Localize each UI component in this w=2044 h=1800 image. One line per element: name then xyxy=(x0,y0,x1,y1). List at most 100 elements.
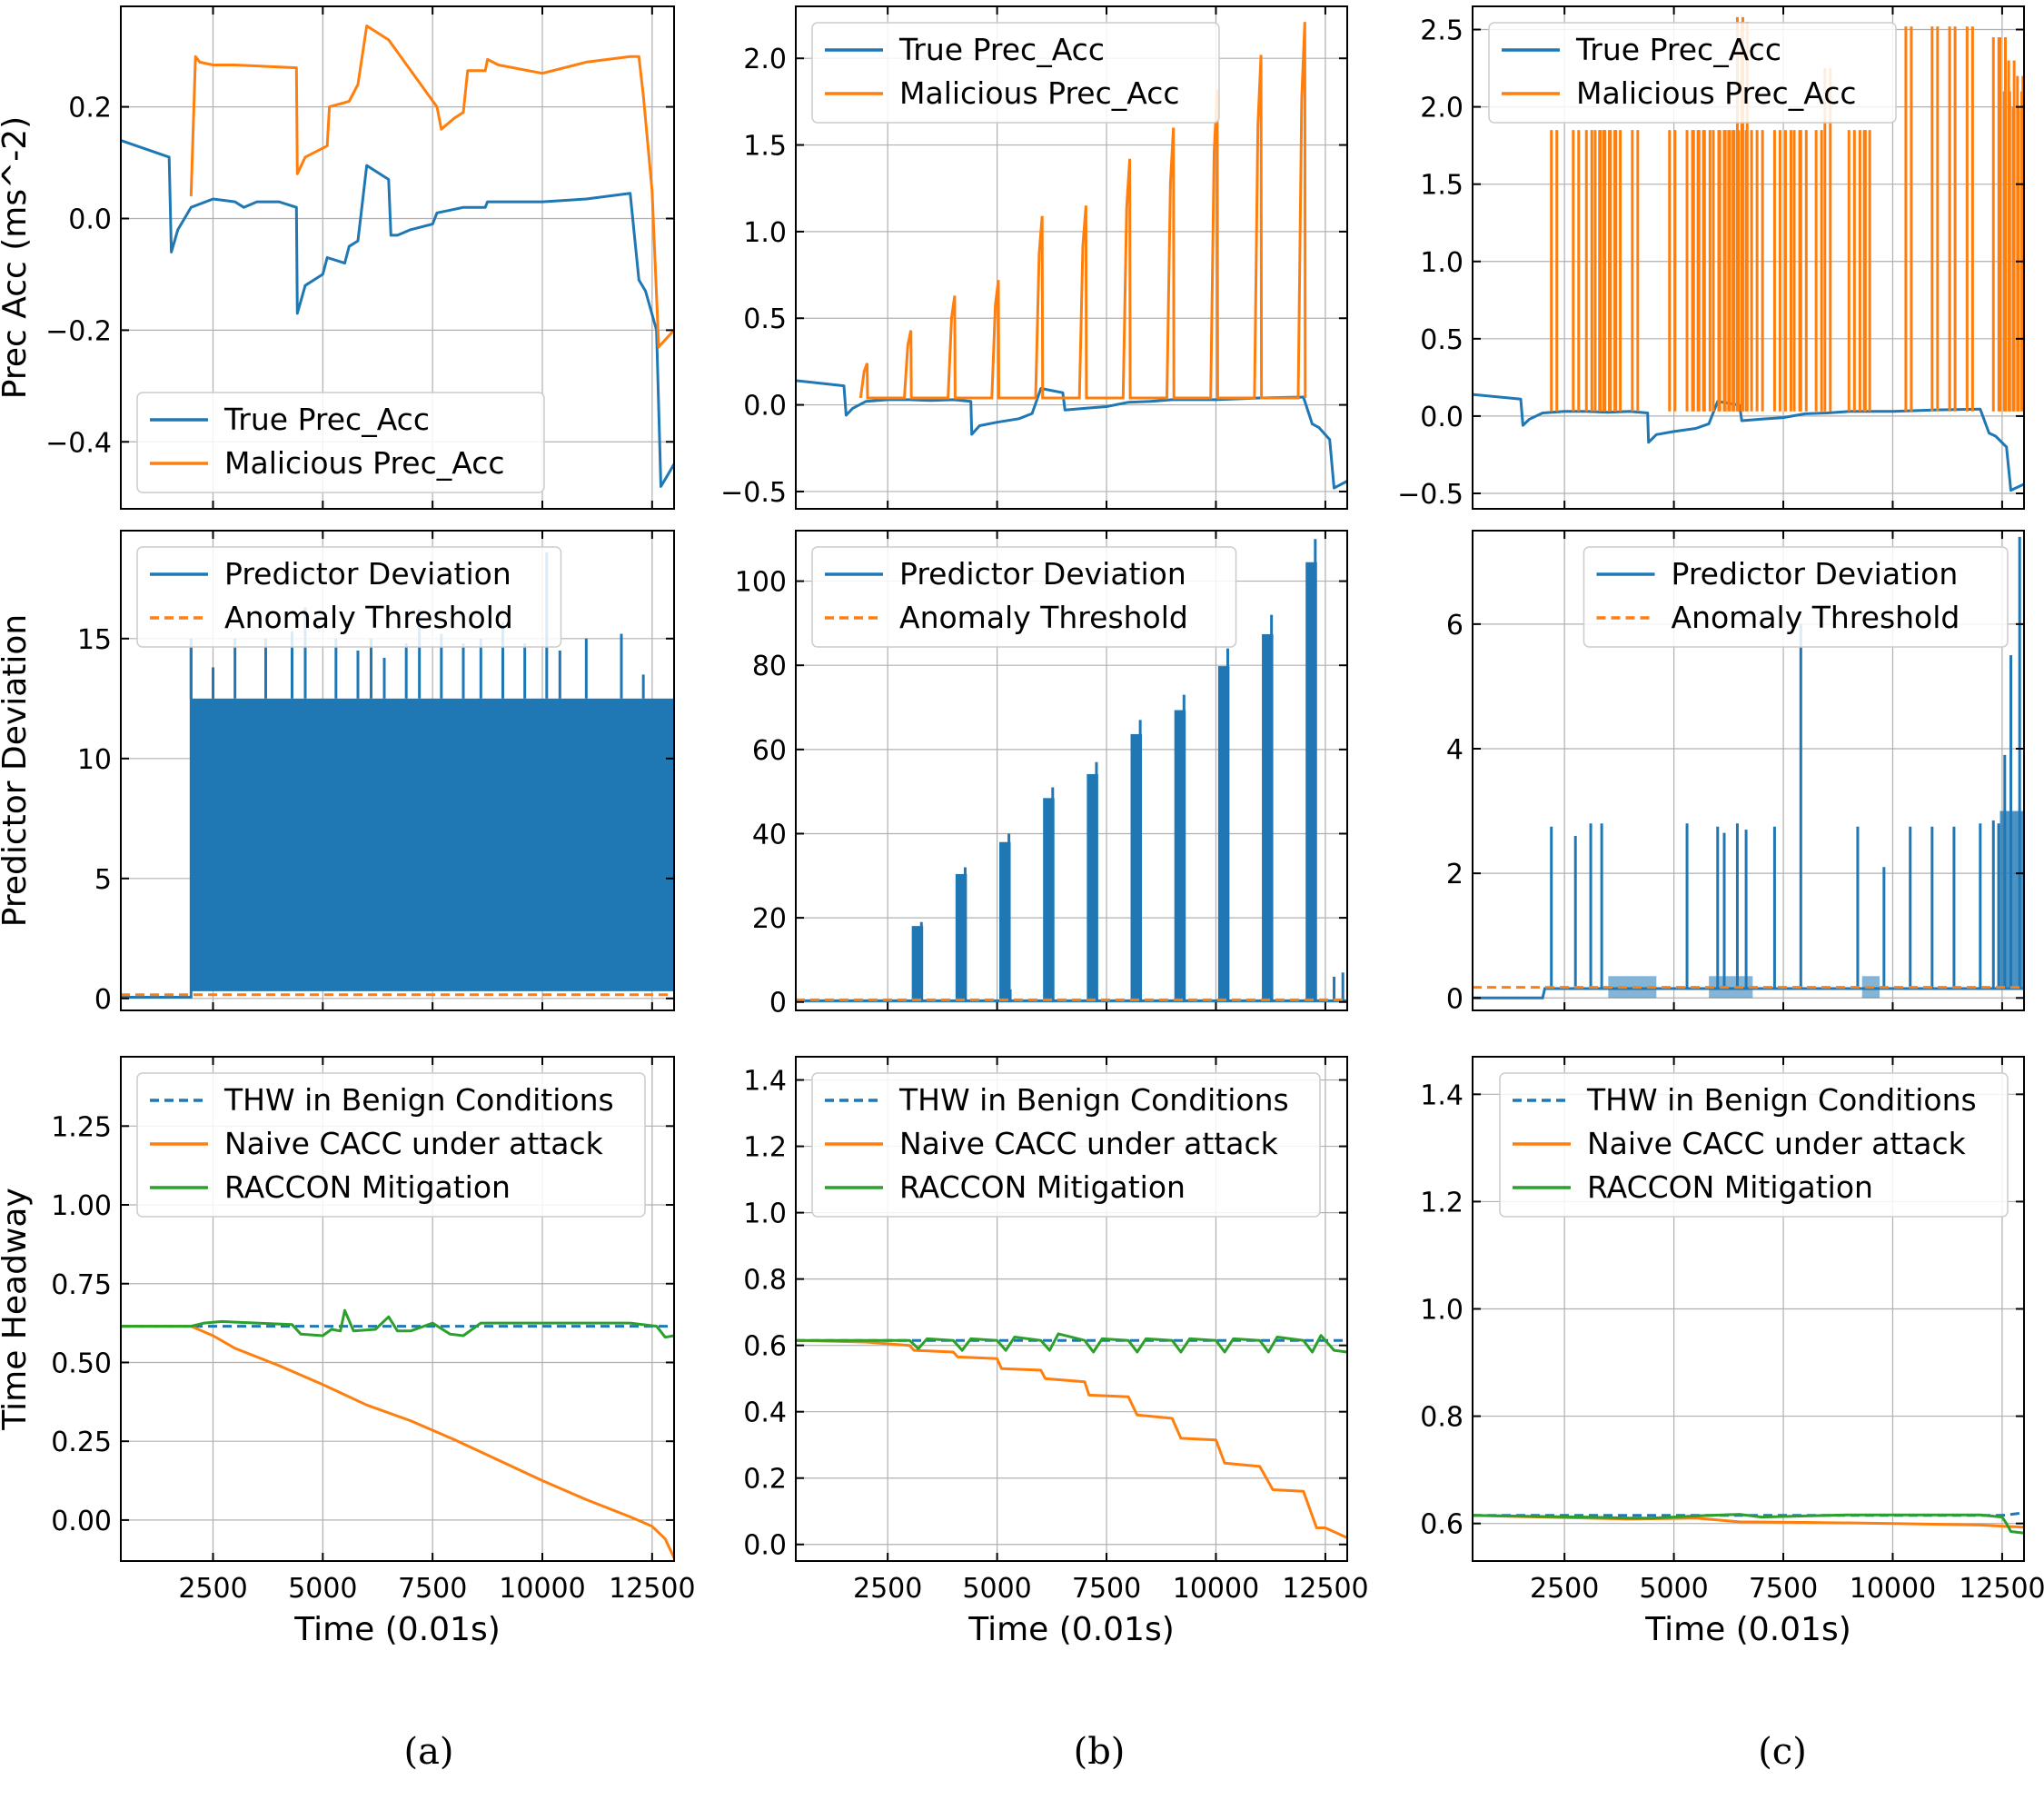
ytick-label-1: 5 xyxy=(94,864,112,896)
ytick-label-1: 0.0 xyxy=(1420,402,1464,433)
xtick-label-4: 12500 xyxy=(1959,1573,2044,1605)
ytick-label-1: 0.2 xyxy=(743,1464,787,1496)
legend-label-0: Predictor Deviation xyxy=(899,556,1186,592)
legend-box xyxy=(811,22,1220,124)
legend-b1: True Prec_Acc Malicious Prec_Acc xyxy=(811,22,1220,124)
legend-label-0: Predictor Deviation xyxy=(224,556,511,592)
ytick-label-0: 0 xyxy=(769,988,787,1019)
xtick-label-1: 5000 xyxy=(288,1573,357,1605)
plot-area-a2 xyxy=(121,552,674,999)
x-axis-label: Time (0.01s) xyxy=(967,1611,1175,1648)
ytick-label-4: 1.5 xyxy=(743,131,787,163)
ytick-label-3: 1.0 xyxy=(743,217,787,249)
ytick-label-5: 2.0 xyxy=(743,44,787,75)
ytick-label-4: 0.8 xyxy=(743,1265,787,1297)
legend-label-0: True Prec_Acc xyxy=(223,402,430,437)
axes-frame-a3 xyxy=(120,1056,675,1562)
ytick-label-3: 6 xyxy=(1446,610,1464,641)
series-c3-2 xyxy=(1473,1513,2024,1535)
legend-label-2: RACCON Mitigation xyxy=(1587,1169,1873,1205)
xtick-label-0: 2500 xyxy=(853,1573,922,1605)
series-c3-0 xyxy=(1473,1511,2024,1517)
ytick-label-5: 2.0 xyxy=(1420,93,1464,124)
chart-c3: 0.6 0.8 1.0 1.2 1.4 2500 5000 7500 10000 12500 Tim… xyxy=(1420,1056,2044,1648)
legend-c2: Predictor Deviation Anomaly Threshold xyxy=(1583,546,2009,648)
ytick-label-0: 0.6 xyxy=(1420,1509,1464,1541)
ytick-label-1: 20 xyxy=(752,903,787,935)
series-a1-1 xyxy=(189,25,674,349)
legend-a1: True Prec_Acc Malicious Prec_Acc xyxy=(136,392,545,493)
x-axis-label: Time (0.01s) xyxy=(1644,1611,1851,1648)
series-a3-1 xyxy=(121,1325,674,1559)
legend-box xyxy=(1488,22,1897,124)
series-b3-2 xyxy=(796,1332,1347,1354)
chart-a3: 0.00 0.25 0.50 0.75 1.00 1.25 2500 5000 7500 1000… xyxy=(0,1056,696,1648)
ytick-label-2: 1.0 xyxy=(1420,1295,1464,1327)
axes-frame-b3 xyxy=(795,1056,1348,1562)
legend-a3: THW in Benign Conditions Naive CACC under… xyxy=(136,1072,646,1218)
series-a3-2 xyxy=(121,1308,674,1339)
ytick-label-3: 0.6 xyxy=(743,1331,787,1363)
sublabel-b: (b) xyxy=(1073,1731,1126,1773)
ytick-label-3: 0.75 xyxy=(51,1269,112,1301)
plot-area-c2 xyxy=(1473,536,2024,999)
axes-frame-a2 xyxy=(120,530,675,1011)
ytick-label-1: 0.8 xyxy=(1420,1402,1464,1434)
ytick-label-1: −0.2 xyxy=(45,315,112,347)
legend-label-0: THW in Benign Conditions xyxy=(223,1082,614,1118)
x-axis-label: Time (0.01s) xyxy=(293,1611,501,1648)
legend-label-1: Malicious Prec_Acc xyxy=(899,75,1180,111)
ytick-label-4: 1.5 xyxy=(1420,170,1464,202)
chart-a1: −0.4 −0.2 0.0 0.2 Prec Acc (ms^-2) True Prec_… xyxy=(0,5,675,510)
legend-label-1: Anomaly Threshold xyxy=(1672,600,1960,635)
legend-label-1: Naive CACC under attack xyxy=(899,1126,1279,1161)
legend-label-1: Anomaly Threshold xyxy=(224,600,513,635)
ytick-label-5: 100 xyxy=(735,567,787,599)
legend-label-1: Malicious Prec_Acc xyxy=(1576,75,1857,111)
legend-label-0: True Prec_Acc xyxy=(898,32,1105,67)
plot-area-a3 xyxy=(121,1308,674,1559)
axes-frame-c1 xyxy=(1472,5,2025,510)
ytick-label-1: 0.25 xyxy=(51,1427,112,1458)
legend-box xyxy=(1499,1072,2009,1218)
series-a1-0 xyxy=(121,139,674,488)
legend-label-1: Naive CACC under attack xyxy=(1587,1126,1967,1161)
ytick-label-1: 2 xyxy=(1446,859,1464,890)
ytick-label-2: 40 xyxy=(752,819,787,850)
xtick-label-0: 2500 xyxy=(178,1573,247,1605)
legend-b2: Predictor Deviation Anomaly Threshold xyxy=(811,546,1237,648)
xtick-label-3: 10000 xyxy=(499,1573,585,1605)
ytick-label-0: −0.5 xyxy=(1397,479,1464,511)
legend-label-0: True Prec_Acc xyxy=(1575,32,1781,67)
plot-area-c3 xyxy=(1473,1511,2024,1535)
series-b3-1 xyxy=(796,1338,1347,1539)
ytick-label-0: 0 xyxy=(1446,983,1464,1015)
legend-c3: THW in Benign Conditions Naive CACC under… xyxy=(1499,1072,2009,1218)
ytick-label-7: 1.4 xyxy=(743,1066,787,1098)
legend-label-0: THW in Benign Conditions xyxy=(1586,1082,1977,1118)
legend-a2: Predictor Deviation Anomaly Threshold xyxy=(136,546,562,648)
legend-box xyxy=(136,546,562,648)
y-axis-label: Prec Acc (ms^-2) xyxy=(0,116,34,399)
legend-box xyxy=(136,392,545,493)
legend-label-1: Anomaly Threshold xyxy=(899,600,1188,635)
xtick-label-4: 12500 xyxy=(1282,1573,1368,1605)
legend-label-0: THW in Benign Conditions xyxy=(898,1082,1289,1118)
chart-c1: −0.5 0.0 0.5 1.0 1.5 2.0 2.5 True Prec_Acc Malic… xyxy=(1397,5,2025,511)
xtick-label-4: 12500 xyxy=(609,1573,695,1605)
legend-label-1: Naive CACC under attack xyxy=(224,1126,604,1161)
ytick-label-0: 0 xyxy=(94,984,112,1016)
xtick-label-2: 7500 xyxy=(1749,1573,1818,1605)
ytick-label-2: 0.50 xyxy=(51,1348,112,1379)
legend-box xyxy=(811,1072,1321,1218)
ytick-label-0: −0.5 xyxy=(720,477,787,509)
ytick-label-2: 10 xyxy=(77,744,112,776)
xtick-label-2: 7500 xyxy=(1072,1573,1141,1605)
legend-box xyxy=(811,546,1237,648)
ytick-label-2: 4 xyxy=(1446,734,1464,766)
plot-area-b2 xyxy=(796,539,1347,1002)
xtick-label-2: 7500 xyxy=(398,1573,467,1605)
legend-label-2: RACCON Mitigation xyxy=(899,1169,1186,1205)
legend-label-2: RACCON Mitigation xyxy=(224,1169,511,1205)
